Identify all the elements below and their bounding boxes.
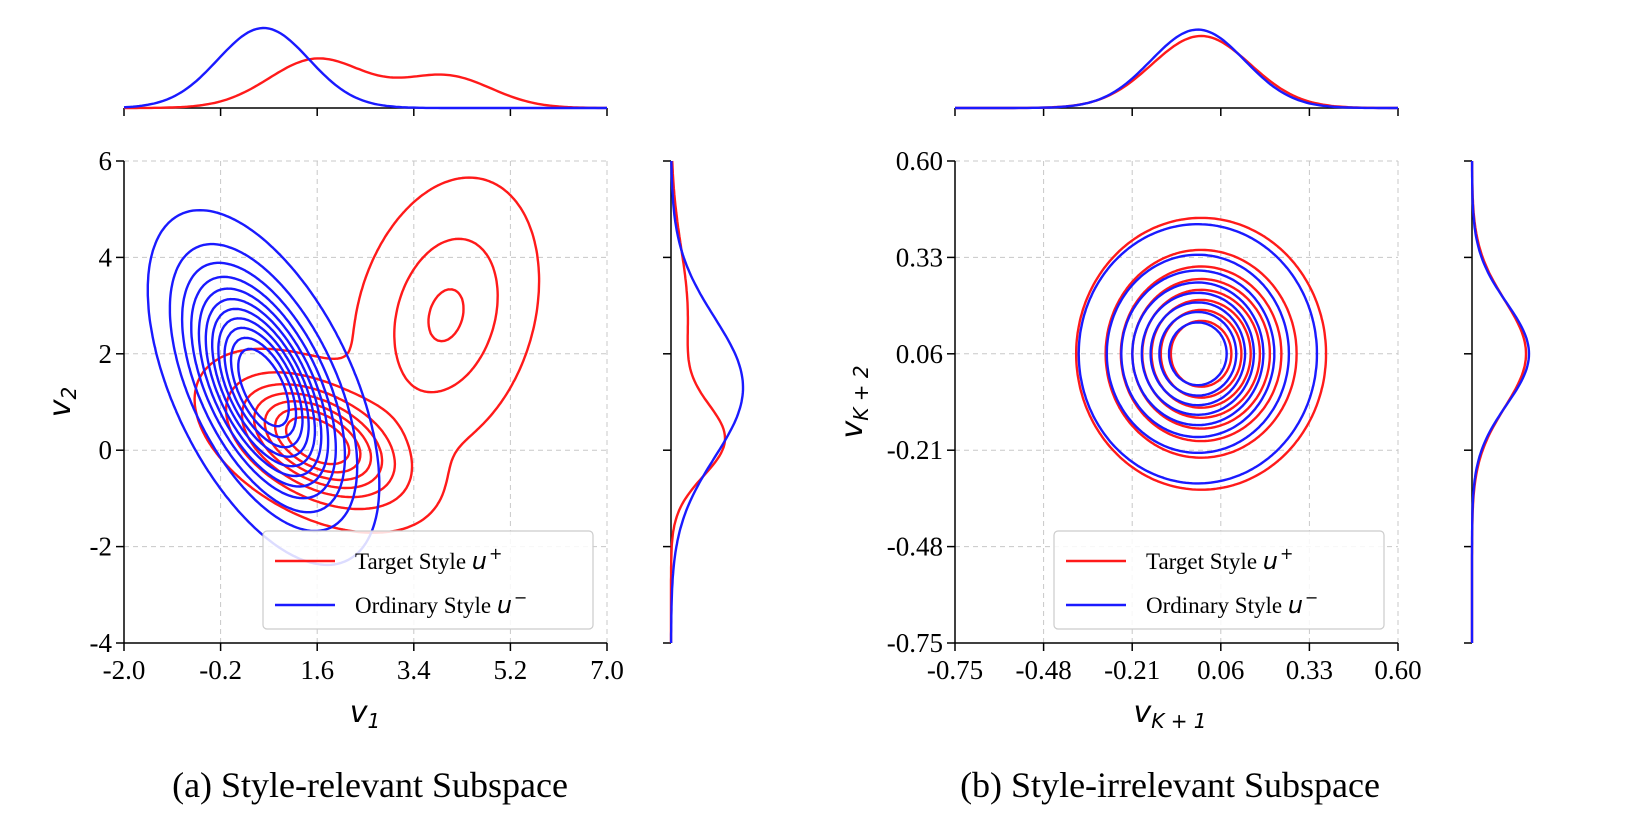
y-tick-label: 0.33	[896, 242, 943, 272]
x-axis-label-base: v	[350, 695, 369, 730]
x-tick-label: -0.2	[199, 655, 242, 685]
panel-caption: (b) Style-irrelevant Subspace	[960, 765, 1380, 805]
x-axis-label: v1	[350, 695, 381, 733]
ordinary-contour-level-6	[204, 297, 323, 478]
x-axis-label-sub: K + 1	[1151, 709, 1206, 733]
ordinary-contour-level-7	[211, 307, 317, 468]
legend-box	[262, 530, 594, 630]
y-tick-label: 0	[99, 435, 113, 465]
ordinary-contour-level-4	[190, 275, 337, 500]
ordinary-contour-level-5	[1140, 291, 1256, 416]
x-tick-label: 7.0	[590, 655, 624, 685]
target-legend-label: Target Style u +	[1146, 544, 1293, 575]
ordinary-contour-level-3	[180, 261, 347, 514]
ordinary-top-kde	[123, 26, 607, 110]
ordinary-contour-level-6	[1149, 301, 1247, 407]
ordinary-contour-level-2	[168, 242, 359, 533]
ordinary-contour-level-2	[1105, 253, 1291, 454]
y-axis-label: vK + 2	[835, 365, 873, 438]
y-tick-label: -4	[90, 628, 113, 658]
x-tick-label: 0.60	[1374, 655, 1421, 685]
target-contour-level-1	[1075, 216, 1328, 491]
target-top-kde	[955, 34, 1398, 110]
ordinary-contour-level-7	[1158, 310, 1238, 397]
legend-superscript: +	[489, 544, 502, 563]
y-tick-label: 4	[99, 242, 113, 272]
legend-superscript: +	[1280, 544, 1293, 563]
ordinary-right-kde	[669, 161, 745, 643]
top-marginal	[954, 28, 1399, 116]
x-axis-label-sub: 1	[368, 709, 381, 733]
right-marginal	[663, 160, 745, 644]
y-tick-label: -0.21	[887, 435, 943, 465]
ordinary-contour-level-1	[1077, 223, 1319, 485]
x-tick-label: -0.75	[927, 655, 983, 685]
ordinary-legend-label: Ordinary Style u −	[355, 588, 527, 619]
x-tick-label: 5.2	[494, 655, 528, 685]
y-tick-label: 2	[99, 339, 113, 369]
ordinary-contour-level-11	[237, 347, 290, 428]
target-top-kde	[124, 57, 607, 110]
legend-symbol: u	[472, 547, 487, 575]
panel-caption: (a) Style-relevant Subspace	[172, 765, 568, 805]
x-tick-label: 3.4	[397, 655, 431, 685]
target-contour-level-4	[252, 392, 384, 490]
right-marginal	[1464, 160, 1531, 644]
y-tick-label: 0.06	[896, 339, 943, 369]
target-contour-level-2	[224, 237, 499, 511]
x-tick-label: -0.21	[1104, 655, 1160, 685]
target-contour-level-1	[193, 176, 541, 534]
x-tick-label: -2.0	[103, 655, 146, 685]
ordinary-contour-level-9	[223, 326, 304, 449]
ordinary-right-kde	[1470, 160, 1531, 643]
ordinary-contour-level-8	[217, 317, 310, 458]
y-axis-label: v2	[43, 387, 81, 418]
legend-text: Ordinary Style	[355, 593, 497, 618]
ordinary-top-kde	[955, 28, 1398, 110]
legend-symbol: u	[1288, 591, 1303, 619]
target-right-kde	[669, 160, 727, 643]
ordinary-contour-level-8	[1167, 321, 1228, 387]
y-axis-label-sub: 2	[57, 387, 81, 400]
legend-text: Ordinary Style	[1146, 593, 1288, 618]
ordinary-contour-level-4	[1131, 281, 1265, 427]
ordinary-contour-level-5	[197, 287, 330, 488]
legend: Target Style u +Ordinary Style u −	[262, 530, 594, 630]
target-legend-label: Target Style u +	[355, 544, 502, 575]
legend-superscript: −	[1305, 588, 1318, 607]
y-tick-label: -2	[90, 532, 113, 562]
y-axis-label-base: v	[43, 398, 78, 417]
contour-group	[1075, 216, 1328, 491]
top-marginal	[123, 26, 608, 116]
legend-symbol: u	[497, 591, 512, 619]
ordinary-contour-level-3	[1120, 269, 1276, 439]
legend-text: Target Style	[1146, 549, 1263, 574]
x-axis-label: vK + 1	[1133, 695, 1206, 733]
ordinary-legend-label: Ordinary Style u −	[1146, 588, 1318, 619]
x-tick-label: 1.6	[300, 655, 334, 685]
target-right-kde	[1470, 161, 1528, 643]
x-axis-label-base: v	[1133, 695, 1152, 730]
y-tick-label: -0.48	[887, 532, 943, 562]
x-tick-label: 0.33	[1286, 655, 1333, 685]
legend-text: Target Style	[355, 549, 472, 574]
legend-symbol: u	[1263, 547, 1278, 575]
x-tick-label: -0.48	[1015, 655, 1071, 685]
y-tick-label: -0.75	[887, 628, 943, 658]
contour-group	[146, 176, 541, 567]
y-tick-label: 6	[99, 146, 113, 176]
legend-box	[1053, 530, 1385, 630]
target-contour-level-2	[1104, 248, 1298, 459]
panel-b: -0.75 -0.48 -0.21 0.06 0.33 0.60 -0.75 -0.48 -0.…	[835, 28, 1531, 805]
y-axis-label-base: v	[835, 420, 870, 439]
x-tick-label: 0.06	[1197, 655, 1244, 685]
ordinary-contour-level-10	[229, 336, 298, 439]
y-tick-label: 0.60	[896, 146, 943, 176]
y-axis-label-sub: K + 2	[849, 365, 873, 420]
legend-superscript: −	[514, 588, 527, 607]
legend: Target Style u +Ordinary Style u −	[1053, 530, 1385, 630]
